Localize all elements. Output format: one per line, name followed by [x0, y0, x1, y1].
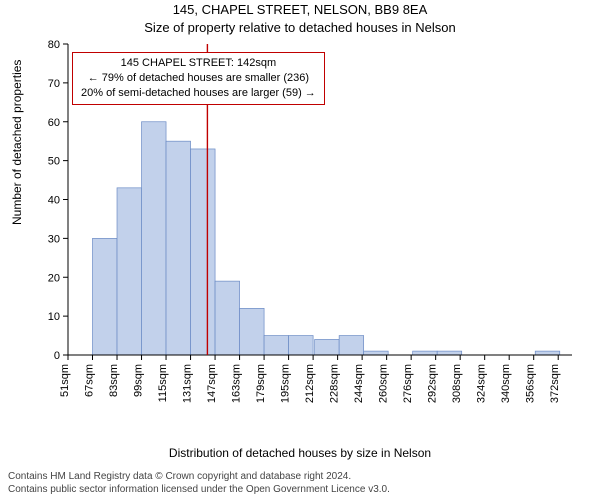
svg-text:195sqm: 195sqm	[280, 364, 292, 403]
svg-text:80: 80	[48, 39, 60, 51]
svg-text:51sqm: 51sqm	[59, 364, 71, 397]
svg-text:50: 50	[48, 156, 60, 168]
footer-attribution: Contains HM Land Registry data © Crown c…	[8, 471, 390, 496]
svg-text:147sqm: 147sqm	[206, 364, 218, 403]
x-axis-label: Distribution of detached houses by size …	[0, 446, 600, 460]
svg-text:276sqm: 276sqm	[402, 364, 414, 403]
svg-text:0: 0	[54, 350, 60, 362]
svg-text:356sqm: 356sqm	[525, 364, 537, 403]
svg-text:10: 10	[48, 311, 60, 323]
chart-title-main: 145, CHAPEL STREET, NELSON, BB9 8EA	[0, 2, 600, 17]
svg-text:340sqm: 340sqm	[500, 364, 512, 403]
svg-text:70: 70	[48, 78, 60, 90]
annotation-line-1: 145 CHAPEL STREET: 142sqm	[81, 56, 316, 71]
footer-line-1: Contains HM Land Registry data © Crown c…	[8, 471, 390, 484]
svg-text:260sqm: 260sqm	[378, 364, 390, 403]
svg-text:115sqm: 115sqm	[157, 364, 169, 402]
annotation-box: 145 CHAPEL STREET: 142sqm ← 79% of detac…	[72, 52, 325, 105]
chart-title-sub: Size of property relative to detached ho…	[0, 20, 600, 35]
svg-text:372sqm: 372sqm	[549, 364, 561, 403]
svg-text:99sqm: 99sqm	[133, 364, 145, 397]
svg-text:131sqm: 131sqm	[182, 364, 194, 403]
svg-text:40: 40	[48, 195, 60, 207]
svg-text:212sqm: 212sqm	[304, 364, 316, 403]
svg-text:60: 60	[48, 117, 60, 129]
svg-text:244sqm: 244sqm	[353, 364, 365, 403]
svg-text:163sqm: 163sqm	[231, 364, 243, 403]
svg-text:292sqm: 292sqm	[427, 364, 439, 403]
svg-text:228sqm: 228sqm	[329, 364, 341, 403]
annotation-line-3: 20% of semi-detached houses are larger (…	[81, 86, 316, 101]
svg-text:83sqm: 83sqm	[108, 364, 120, 397]
annotation-line-2: ← 79% of detached houses are smaller (23…	[81, 71, 316, 86]
svg-text:308sqm: 308sqm	[451, 364, 463, 403]
svg-text:30: 30	[48, 233, 60, 245]
svg-text:324sqm: 324sqm	[476, 364, 488, 403]
y-axis-label: Number of detached properties	[10, 60, 24, 225]
svg-text:20: 20	[48, 272, 60, 284]
svg-text:67sqm: 67sqm	[84, 364, 96, 397]
footer-line-2: Contains public sector information licen…	[8, 484, 390, 497]
svg-text:179sqm: 179sqm	[255, 364, 267, 403]
